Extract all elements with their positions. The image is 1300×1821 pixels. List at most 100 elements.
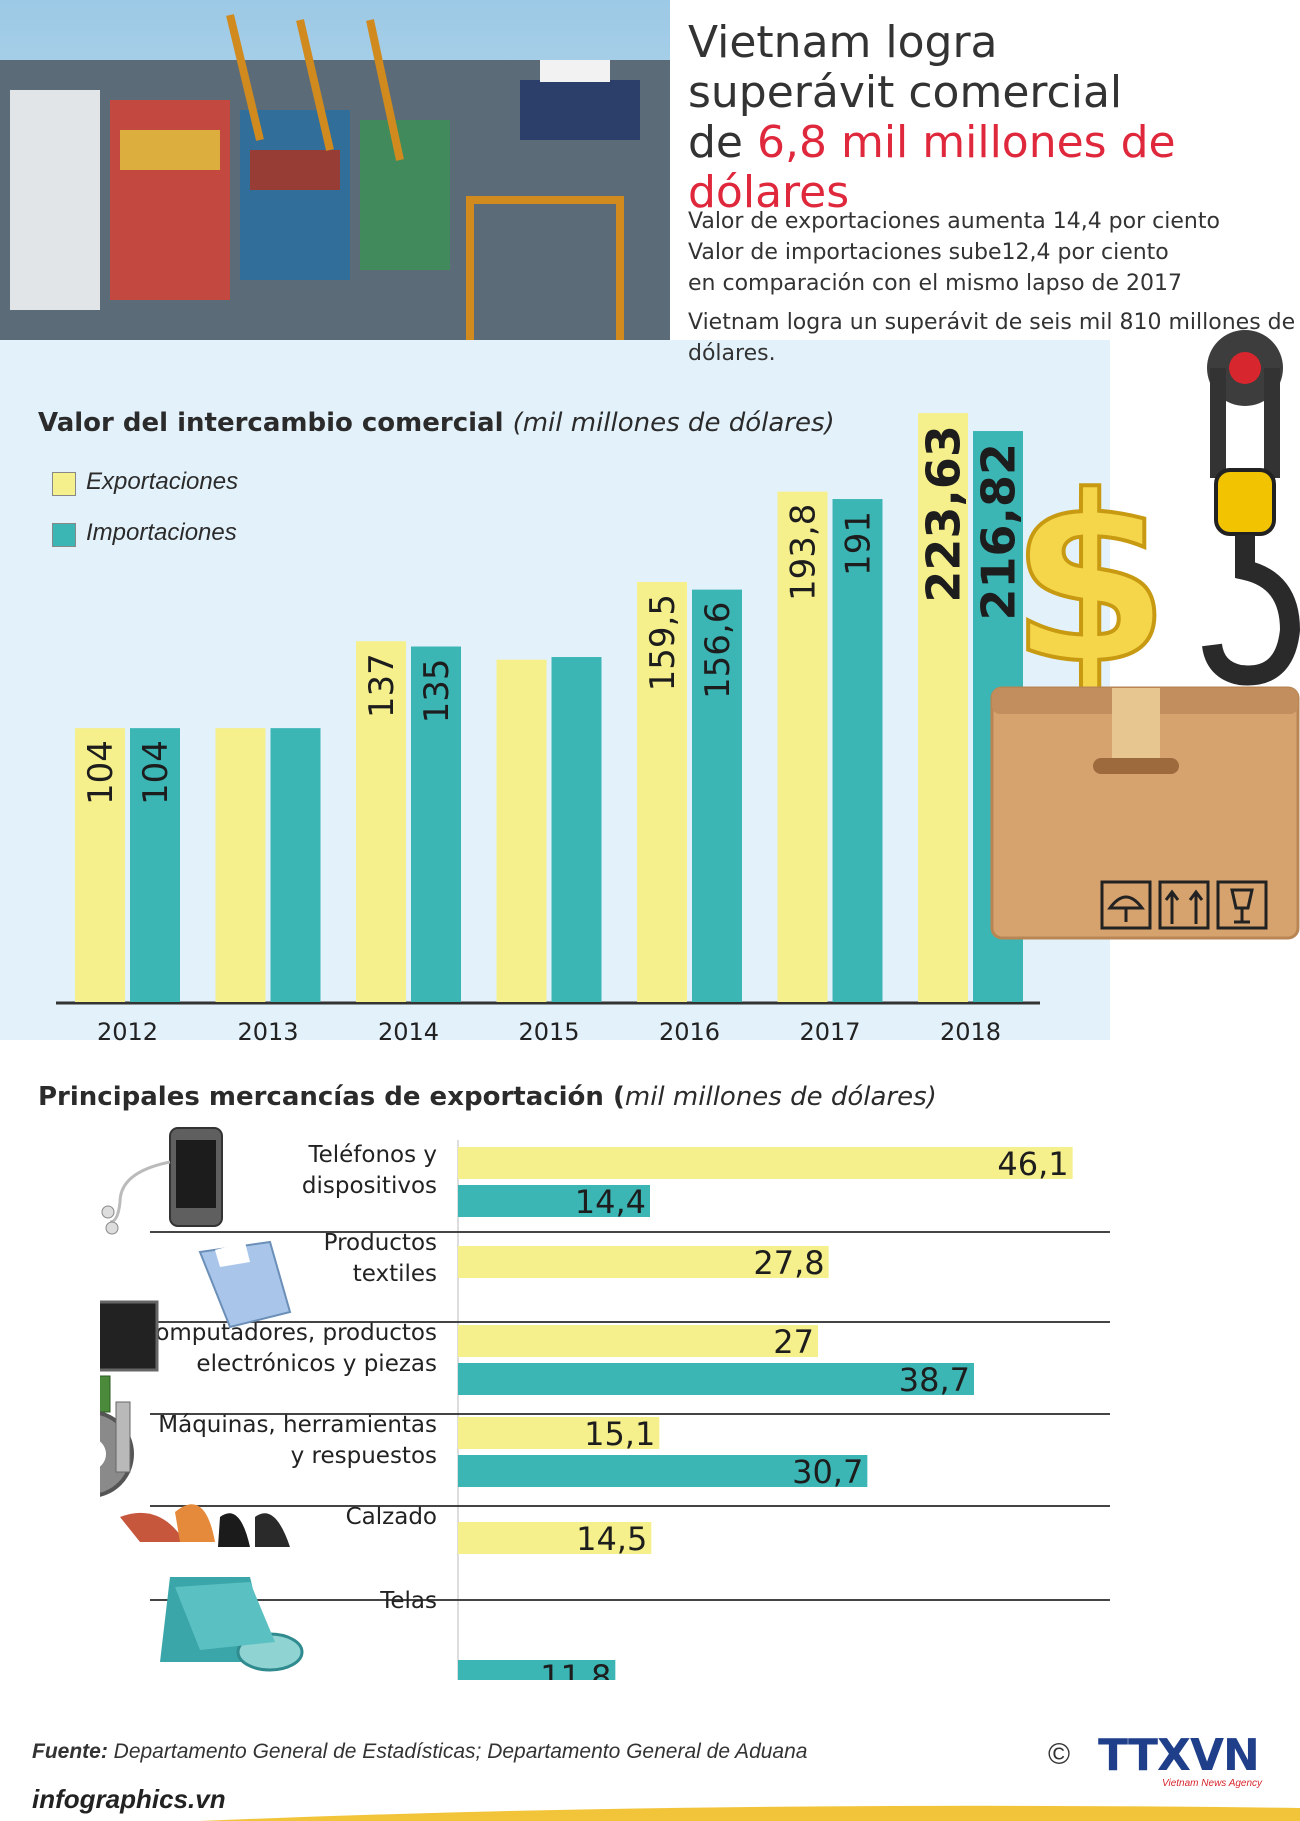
- exports-title-unit: mil millones de dólares): [624, 1082, 937, 1112]
- ttxvn-logo-subtitle: Vietnam News Agency: [1162, 1778, 1263, 1789]
- title-line-2: superávit comercial: [688, 67, 1123, 118]
- subtitle-line-1: Valor de exportaciones aumenta 14,4 por …: [688, 209, 1220, 234]
- category-label-0: Teléfonos y: [307, 1142, 437, 1168]
- hook-icon: [1202, 535, 1300, 686]
- trade-bar-chart: 104 104 2012 2013 137 135 2014 2015 159,5 156,6 20…: [56, 413, 1040, 1046]
- export-label-2016: 159,5: [643, 594, 683, 691]
- gear-icon: [100, 1401, 134, 1497]
- import-hlabel-2: 38,7: [899, 1361, 970, 1399]
- export-hbar-1: [458, 1246, 829, 1278]
- year-tick-2018: 2018: [940, 1018, 1001, 1046]
- export-bar-2014: [356, 641, 406, 1002]
- subtitle-para-line-2: dólares.: [688, 341, 776, 366]
- import-bar-2017: [832, 499, 883, 1002]
- legend-label-exports: Exportaciones: [86, 468, 239, 495]
- export-hlabel-2: 27: [773, 1323, 814, 1361]
- year-tick-2017: 2017: [799, 1018, 860, 1046]
- import-hlabel-0: 14,4: [575, 1183, 646, 1221]
- export-bar-2018: [918, 413, 968, 1002]
- dollar-crane-illustration: $: [990, 330, 1300, 940]
- subtitle-para-line-1: Vietnam logra un superávit de seis mil 8…: [688, 310, 1296, 335]
- subtitle-paragraph: Vietnam logra un superávit de seis mil 8…: [688, 307, 1295, 369]
- import-label-2017: 191: [839, 511, 879, 576]
- computer-icon: [100, 1300, 159, 1413]
- category-label-4: Calzado: [346, 1504, 437, 1530]
- category-label-3: Máquinas, herramientas: [158, 1412, 437, 1438]
- year-tick-2015: 2015: [518, 1018, 579, 1046]
- exports-bar-chart: Teléfonos y dispositivos 46,1 14,4 Productos…: [139, 1140, 1110, 1680]
- category-label-2: Computadores, productos: [139, 1320, 437, 1346]
- title-prefix: de: [688, 117, 757, 168]
- category-label-line2-3: y respuestos: [291, 1443, 437, 1469]
- website-link[interactable]: infographics.vn: [32, 1784, 226, 1814]
- category-label-line2-0: dispositivos: [302, 1173, 437, 1199]
- category-label-5: Telas: [379, 1588, 437, 1614]
- year-tick-2013: 2013: [237, 1018, 298, 1046]
- export-hbar-3: [458, 1417, 660, 1449]
- legend-swatch-exports: [52, 472, 76, 496]
- export-label-2012: 104: [81, 740, 121, 805]
- trade-section-title: Valor del intercambio comercial (mil mil…: [38, 408, 835, 438]
- year-tick-2016: 2016: [659, 1018, 720, 1046]
- title-highlight: 6,8 mil millones de dólares: [688, 117, 1176, 218]
- export-bar-2017: [777, 491, 828, 1002]
- dollar-sign-icon: $: [1010, 448, 1170, 715]
- import-bar-2014: [411, 646, 461, 1002]
- copyright-symbol: ©: [1048, 1738, 1071, 1771]
- export-hlabel-4: 14,5: [576, 1520, 647, 1558]
- source-text: Departamento General de Estadísticas; De…: [107, 1740, 808, 1763]
- export-bar-2013: [215, 728, 266, 1002]
- shirt-icon: [198, 1240, 292, 1329]
- category-label-1: Productos: [324, 1230, 437, 1256]
- export-hbar-4: [458, 1522, 652, 1554]
- subtitle-line-2: Valor de importaciones sube12,4 por cien…: [688, 240, 1169, 265]
- title-line-1: Vietnam logra: [688, 17, 998, 68]
- import-label-2012: 104: [136, 740, 176, 805]
- import-hbar-3: [458, 1455, 868, 1487]
- hook-block-icon: [1214, 468, 1276, 536]
- exports-section-title: Principales mercancías de exportación (m…: [38, 1082, 937, 1112]
- exports-title-text: Principales mercancías de exportación (: [38, 1082, 625, 1112]
- footer-stripe: [200, 1805, 1300, 1821]
- subtitle-line-3: en comparación con el mismo lapso de 201…: [688, 271, 1183, 296]
- import-hbar-5: [458, 1660, 616, 1680]
- import-label-2014: 135: [417, 659, 457, 724]
- category-icons: [100, 1127, 304, 1672]
- import-bar-2013: [270, 728, 321, 1002]
- import-bar-2016: [692, 589, 742, 1002]
- ttxvn-logo: TTXVN: [1098, 1730, 1260, 1781]
- trade-title-text: Valor del intercambio comercial: [38, 408, 513, 438]
- export-label-2017: 193,8: [784, 504, 824, 601]
- export-bar-2016: [637, 581, 687, 1002]
- trade-title-unit: (mil millones de dólares): [512, 408, 835, 438]
- export-hbar-0: [458, 1147, 1073, 1179]
- export-hlabel-3: 15,1: [584, 1415, 655, 1453]
- umbrella-symbol-icon: [1100, 880, 1152, 930]
- year-tick-2012: 2012: [97, 1018, 158, 1046]
- shoes-icon: [120, 1504, 290, 1547]
- port-photo: [0, 0, 670, 400]
- import-bar-2015: [551, 657, 602, 1002]
- import-label-2016: 156,6: [698, 602, 738, 699]
- export-bar-2015: [496, 659, 547, 1002]
- title-line-3: de 6,8 mil millones de dólares: [688, 118, 1300, 218]
- phone-icon: [101, 1127, 223, 1235]
- year-tick-2014: 2014: [378, 1018, 439, 1046]
- import-label-2018: 216,82: [972, 443, 1026, 621]
- import-hlabel-5: 11,8: [540, 1658, 611, 1680]
- subtitle-lines: Valor de exportaciones aumenta 14,4 por …: [688, 206, 1220, 299]
- export-label-2018: 223,63: [917, 425, 971, 603]
- import-hbar-2: [458, 1363, 974, 1395]
- legend-label-imports: Importaciones: [86, 519, 237, 546]
- export-hbar-2: [458, 1325, 818, 1357]
- export-bar-2012: [75, 728, 125, 1002]
- import-bar-2012: [130, 728, 180, 1002]
- category-label-line2-1: textiles: [353, 1261, 437, 1287]
- category-label-line2-2: electrónicos y piezas: [196, 1351, 437, 1377]
- legend-swatch-imports: [52, 523, 76, 547]
- export-hlabel-1: 27,8: [753, 1244, 824, 1282]
- source-label: Fuente:: [32, 1740, 108, 1763]
- fabric-roll-icon: [160, 1577, 304, 1672]
- export-hlabel-0: 46,1: [997, 1145, 1068, 1183]
- import-hlabel-3: 30,7: [792, 1453, 863, 1491]
